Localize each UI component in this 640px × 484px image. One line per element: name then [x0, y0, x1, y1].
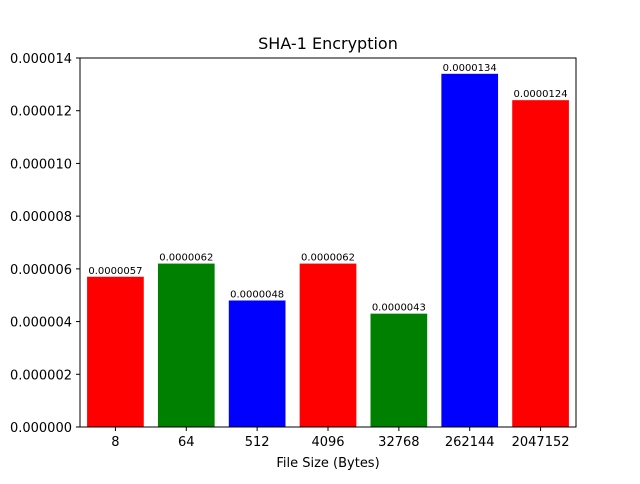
bar-8	[87, 276, 144, 427]
y-axis: 0.000000 0.000002 0.000004 0.000006 0.000008…	[10, 52, 80, 436]
plot-area-frame	[79, 57, 577, 428]
y-tick-label-0: 0.000000	[10, 421, 72, 436]
bar-512	[228, 300, 286, 427]
bar-value-label-262144: 0.0000134	[443, 63, 497, 74]
y-tick-label-4: 0.000008	[10, 210, 72, 225]
bar-value-label-4096: 0.0000062	[301, 253, 355, 264]
y-tick-label-1: 0.000002	[10, 368, 72, 383]
x-tick-label-32768: 32768	[378, 435, 419, 450]
bar-262144	[441, 73, 499, 428]
x-tick-label-8: 8	[111, 435, 119, 450]
y-tick-label-7: 0.000014	[10, 52, 72, 67]
value-labels-layer: 0.0000057 0.0000062 0.0000048 0.0000062 0.00…	[88, 63, 567, 314]
bars-layer	[87, 73, 569, 428]
chart-title: SHA-1 Encryption	[258, 34, 398, 53]
bar-4096	[299, 263, 357, 427]
x-tick-label-64: 64	[178, 435, 195, 450]
bar-value-label-64: 0.0000062	[159, 253, 213, 264]
bar-value-label-32768: 0.0000043	[372, 303, 426, 314]
bar-value-label-8: 0.0000057	[88, 266, 142, 277]
y-tick-label-2: 0.000004	[10, 316, 72, 331]
x-tick-label-512: 512	[245, 435, 270, 450]
bar-32768	[370, 313, 428, 427]
bar-64	[157, 263, 215, 427]
x-tick-label-4096: 4096	[311, 435, 344, 450]
x-axis-label: File Size (Bytes)	[276, 456, 379, 471]
y-tick-label-5: 0.000010	[10, 157, 72, 172]
bar-2047152	[512, 100, 569, 428]
y-tick-label-6: 0.000012	[10, 105, 72, 120]
x-tick-label-2047152: 2047152	[512, 435, 570, 450]
bar-value-label-512: 0.0000048	[230, 289, 284, 300]
x-tick-label-262144: 262144	[445, 435, 495, 450]
x-axis: 8 64 512 4096 32768 262144 2047152	[111, 427, 570, 450]
y-tick-label-3: 0.000006	[10, 263, 72, 278]
bar-value-label-2047152: 0.0000124	[514, 89, 568, 100]
